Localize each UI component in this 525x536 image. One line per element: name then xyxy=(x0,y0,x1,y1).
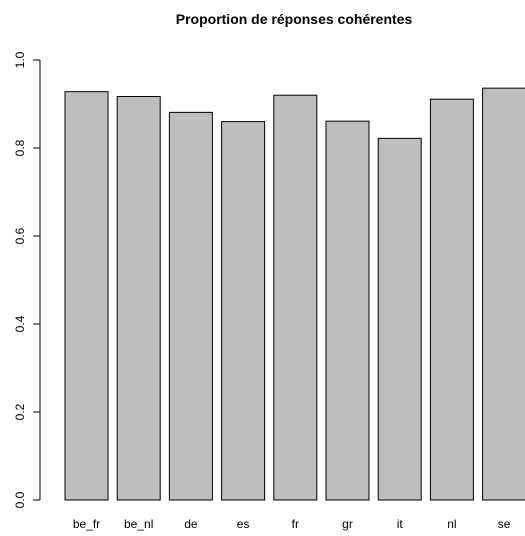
bar-se xyxy=(482,87,525,501)
y-tick-label: 0.2 xyxy=(13,403,27,420)
bar-be_nl xyxy=(116,96,161,501)
y-tick-label: 0.0 xyxy=(13,491,27,508)
chart-title: Proportion de réponses cohérentes xyxy=(176,11,413,27)
x-tick-label: it xyxy=(397,517,404,531)
y-tick-label: 0.4 xyxy=(13,315,27,332)
x-axis-labels: be_fr be_nl de es fr gr it nl se xyxy=(73,517,511,531)
bar-de xyxy=(168,111,213,501)
x-tick-label: es xyxy=(237,517,250,531)
x-tick-label: de xyxy=(184,517,198,531)
bars xyxy=(64,87,525,501)
bar-fr xyxy=(273,94,318,501)
y-tick-label: 0.8 xyxy=(13,139,27,156)
x-tick-label: be_nl xyxy=(124,517,153,531)
bar-be_fr xyxy=(64,91,109,501)
x-tick-label: be_fr xyxy=(73,517,100,531)
bar-es xyxy=(221,121,266,501)
bar-gr xyxy=(325,120,370,501)
y-tick-label: 0.6 xyxy=(13,227,27,244)
y-tick-label: 1.0 xyxy=(13,51,27,68)
y-axis: 0.0 0.2 0.4 0.6 0.8 1.0 xyxy=(13,51,41,508)
bar-nl xyxy=(429,98,474,501)
x-tick-label: gr xyxy=(342,517,353,531)
bar-it xyxy=(377,137,422,501)
x-tick-label: se xyxy=(498,517,511,531)
x-tick-label: fr xyxy=(292,517,299,531)
x-tick-label: nl xyxy=(447,517,456,531)
